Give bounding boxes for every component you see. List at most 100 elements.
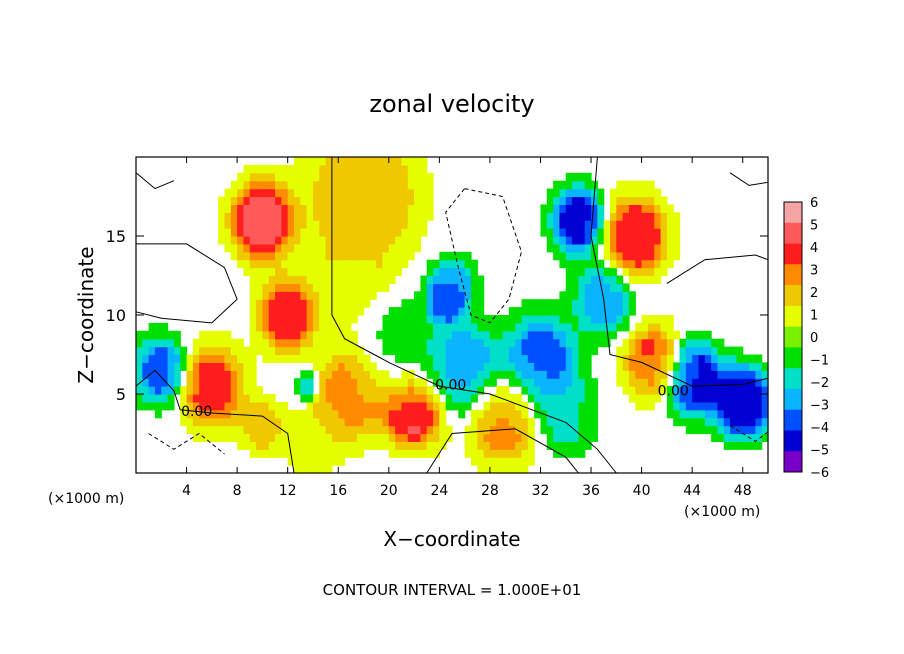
heatmap-cell — [502, 417, 510, 427]
heatmap-cell — [452, 291, 459, 300]
heatmap-cell — [723, 386, 731, 395]
heatmap-cell — [559, 212, 567, 221]
heatmap-cell — [584, 243, 592, 253]
heatmap-cell — [230, 228, 238, 237]
heatmap-cell — [331, 196, 339, 205]
heatmap-cell — [306, 220, 314, 229]
heatmap-cell — [344, 188, 352, 198]
heatmap-cell — [723, 354, 731, 363]
heatmap-cell — [597, 267, 605, 277]
heatmap-cell — [685, 386, 693, 395]
heatmap-cell — [641, 401, 649, 411]
heatmap-cell — [306, 228, 314, 237]
heatmap-cell — [268, 315, 276, 324]
heatmap-cell — [534, 330, 542, 340]
heatmap-cell — [540, 362, 548, 371]
heatmap-cell — [755, 354, 763, 363]
heatmap-cell — [559, 449, 567, 458]
heatmap-cell — [388, 307, 396, 316]
heatmap-cell — [761, 401, 769, 411]
heatmap-cell — [502, 330, 510, 340]
heatmap-cell — [666, 409, 674, 419]
heatmap-cell — [730, 378, 737, 387]
heatmap-cell — [401, 449, 409, 458]
heatmap-cell — [287, 243, 295, 253]
heatmap-cell — [382, 441, 390, 450]
heatmap-cell — [325, 180, 333, 190]
heatmap-cell — [647, 236, 655, 245]
heatmap-cell — [319, 283, 327, 292]
heatmap-cell — [401, 354, 409, 363]
heatmap-cell — [312, 417, 320, 427]
heatmap-cell — [319, 449, 327, 458]
heatmap-cell — [306, 449, 314, 458]
heatmap-cell — [692, 425, 700, 435]
heatmap-cell — [515, 338, 523, 348]
heatmap-cell — [597, 212, 605, 221]
heatmap-cell — [635, 346, 643, 356]
heatmap-cell — [407, 370, 415, 379]
heatmap-cell — [395, 172, 403, 182]
heatmap-cell — [287, 457, 295, 466]
heatmap-cell — [470, 441, 478, 450]
heatmap-cell — [489, 465, 497, 474]
heatmap-cell — [262, 315, 270, 324]
heatmap-cell — [572, 441, 579, 450]
heatmap-cell — [559, 322, 567, 332]
heatmap-cell — [401, 409, 409, 419]
heatmap-cell — [237, 354, 245, 363]
heatmap-cell — [344, 315, 352, 324]
heatmap-cell — [673, 251, 681, 261]
heatmap-cell — [755, 417, 763, 427]
heatmap-cell — [249, 180, 257, 190]
heatmap-cell — [319, 425, 327, 435]
heatmap-cell — [647, 259, 655, 269]
heatmap-cell — [218, 401, 226, 411]
heatmap-cell — [136, 354, 143, 363]
heatmap-cell — [628, 212, 636, 221]
heatmap-cell — [350, 204, 358, 213]
zero-contour-line — [135, 172, 175, 190]
heatmap-cell — [635, 370, 643, 379]
heatmap-cell — [256, 386, 263, 395]
heatmap-cell — [256, 267, 263, 277]
heatmap-cell — [256, 441, 263, 450]
heatmap-cell — [755, 441, 763, 450]
heatmap-cell — [433, 362, 440, 371]
heatmap-cell — [344, 236, 352, 245]
heatmap-cell — [199, 401, 207, 411]
heatmap-cell — [268, 441, 276, 450]
heatmap-cell — [433, 433, 440, 442]
heatmap-cell — [275, 259, 282, 269]
heatmap-cell — [154, 330, 162, 340]
heatmap-cell — [546, 401, 554, 411]
heatmap-cell — [546, 394, 554, 403]
zero-contour-line — [666, 254, 769, 284]
heatmap-cell — [294, 164, 301, 174]
heatmap-cell — [483, 433, 491, 442]
heatmap-cell — [420, 433, 428, 442]
heatmap-cell — [401, 172, 409, 182]
heatmap-cell — [711, 346, 719, 356]
heatmap-cell — [559, 394, 567, 403]
heatmap-cell — [344, 243, 352, 253]
heatmap-cell — [395, 212, 403, 221]
heatmap-cell — [540, 354, 548, 363]
heatmap-cell — [319, 409, 327, 419]
heatmap-cell — [344, 196, 352, 205]
heatmap-cell — [357, 425, 365, 435]
heatmap-cell — [616, 283, 624, 292]
heatmap-cell — [534, 378, 542, 387]
heatmap-cell — [578, 259, 586, 269]
heatmap-cell — [262, 283, 270, 292]
heatmap-cell — [224, 354, 232, 363]
heatmap-cell — [572, 172, 579, 182]
heatmap-cell — [433, 259, 440, 269]
heatmap-cell — [477, 291, 485, 300]
heatmap-cell — [256, 188, 263, 198]
heatmap-cell — [357, 259, 365, 269]
heatmap-cell — [294, 378, 301, 387]
heatmap-cell — [641, 212, 649, 221]
heatmap-cell — [616, 204, 624, 213]
heatmap-cell — [306, 188, 314, 198]
